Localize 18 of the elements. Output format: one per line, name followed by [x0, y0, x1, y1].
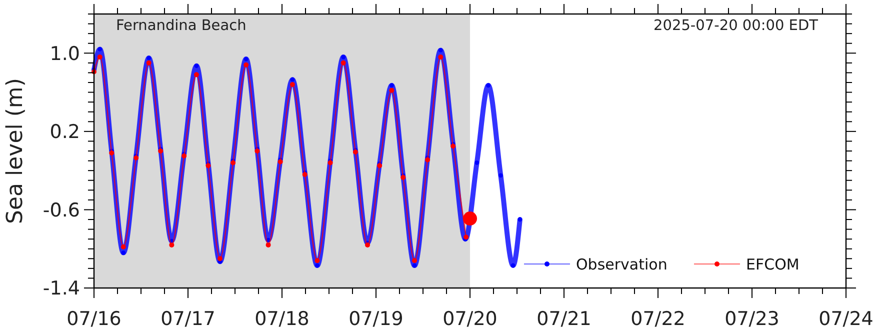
y-tick-label: -0.6 — [42, 199, 80, 222]
legend-label: EFCOM — [746, 255, 800, 274]
x-tick-label: 07/19 — [348, 308, 404, 330]
x-tick-label: 07/18 — [254, 308, 310, 330]
x-tick-label: 07/22 — [630, 308, 686, 330]
y-tick-label: 1.0 — [50, 42, 80, 65]
x-tick-label: 07/20 — [442, 308, 498, 330]
x-tick-label: 07/21 — [536, 308, 592, 330]
x-tick-label: 07/16 — [66, 308, 122, 330]
x-tick-label: 07/17 — [160, 308, 216, 330]
y-axis-title: Sea level (m) — [3, 78, 28, 224]
annotation: 2025-07-20 00:00 EDT — [654, 18, 818, 34]
x-tick-label: 07/23 — [724, 308, 780, 330]
x-tick-label: 07/24 — [818, 308, 874, 330]
legend-label: Observation — [576, 255, 668, 274]
y-tick-label: -1.4 — [42, 278, 80, 300]
y-tick-label: 0.2 — [50, 121, 80, 144]
annotation: Fernandina Beach — [116, 18, 246, 34]
